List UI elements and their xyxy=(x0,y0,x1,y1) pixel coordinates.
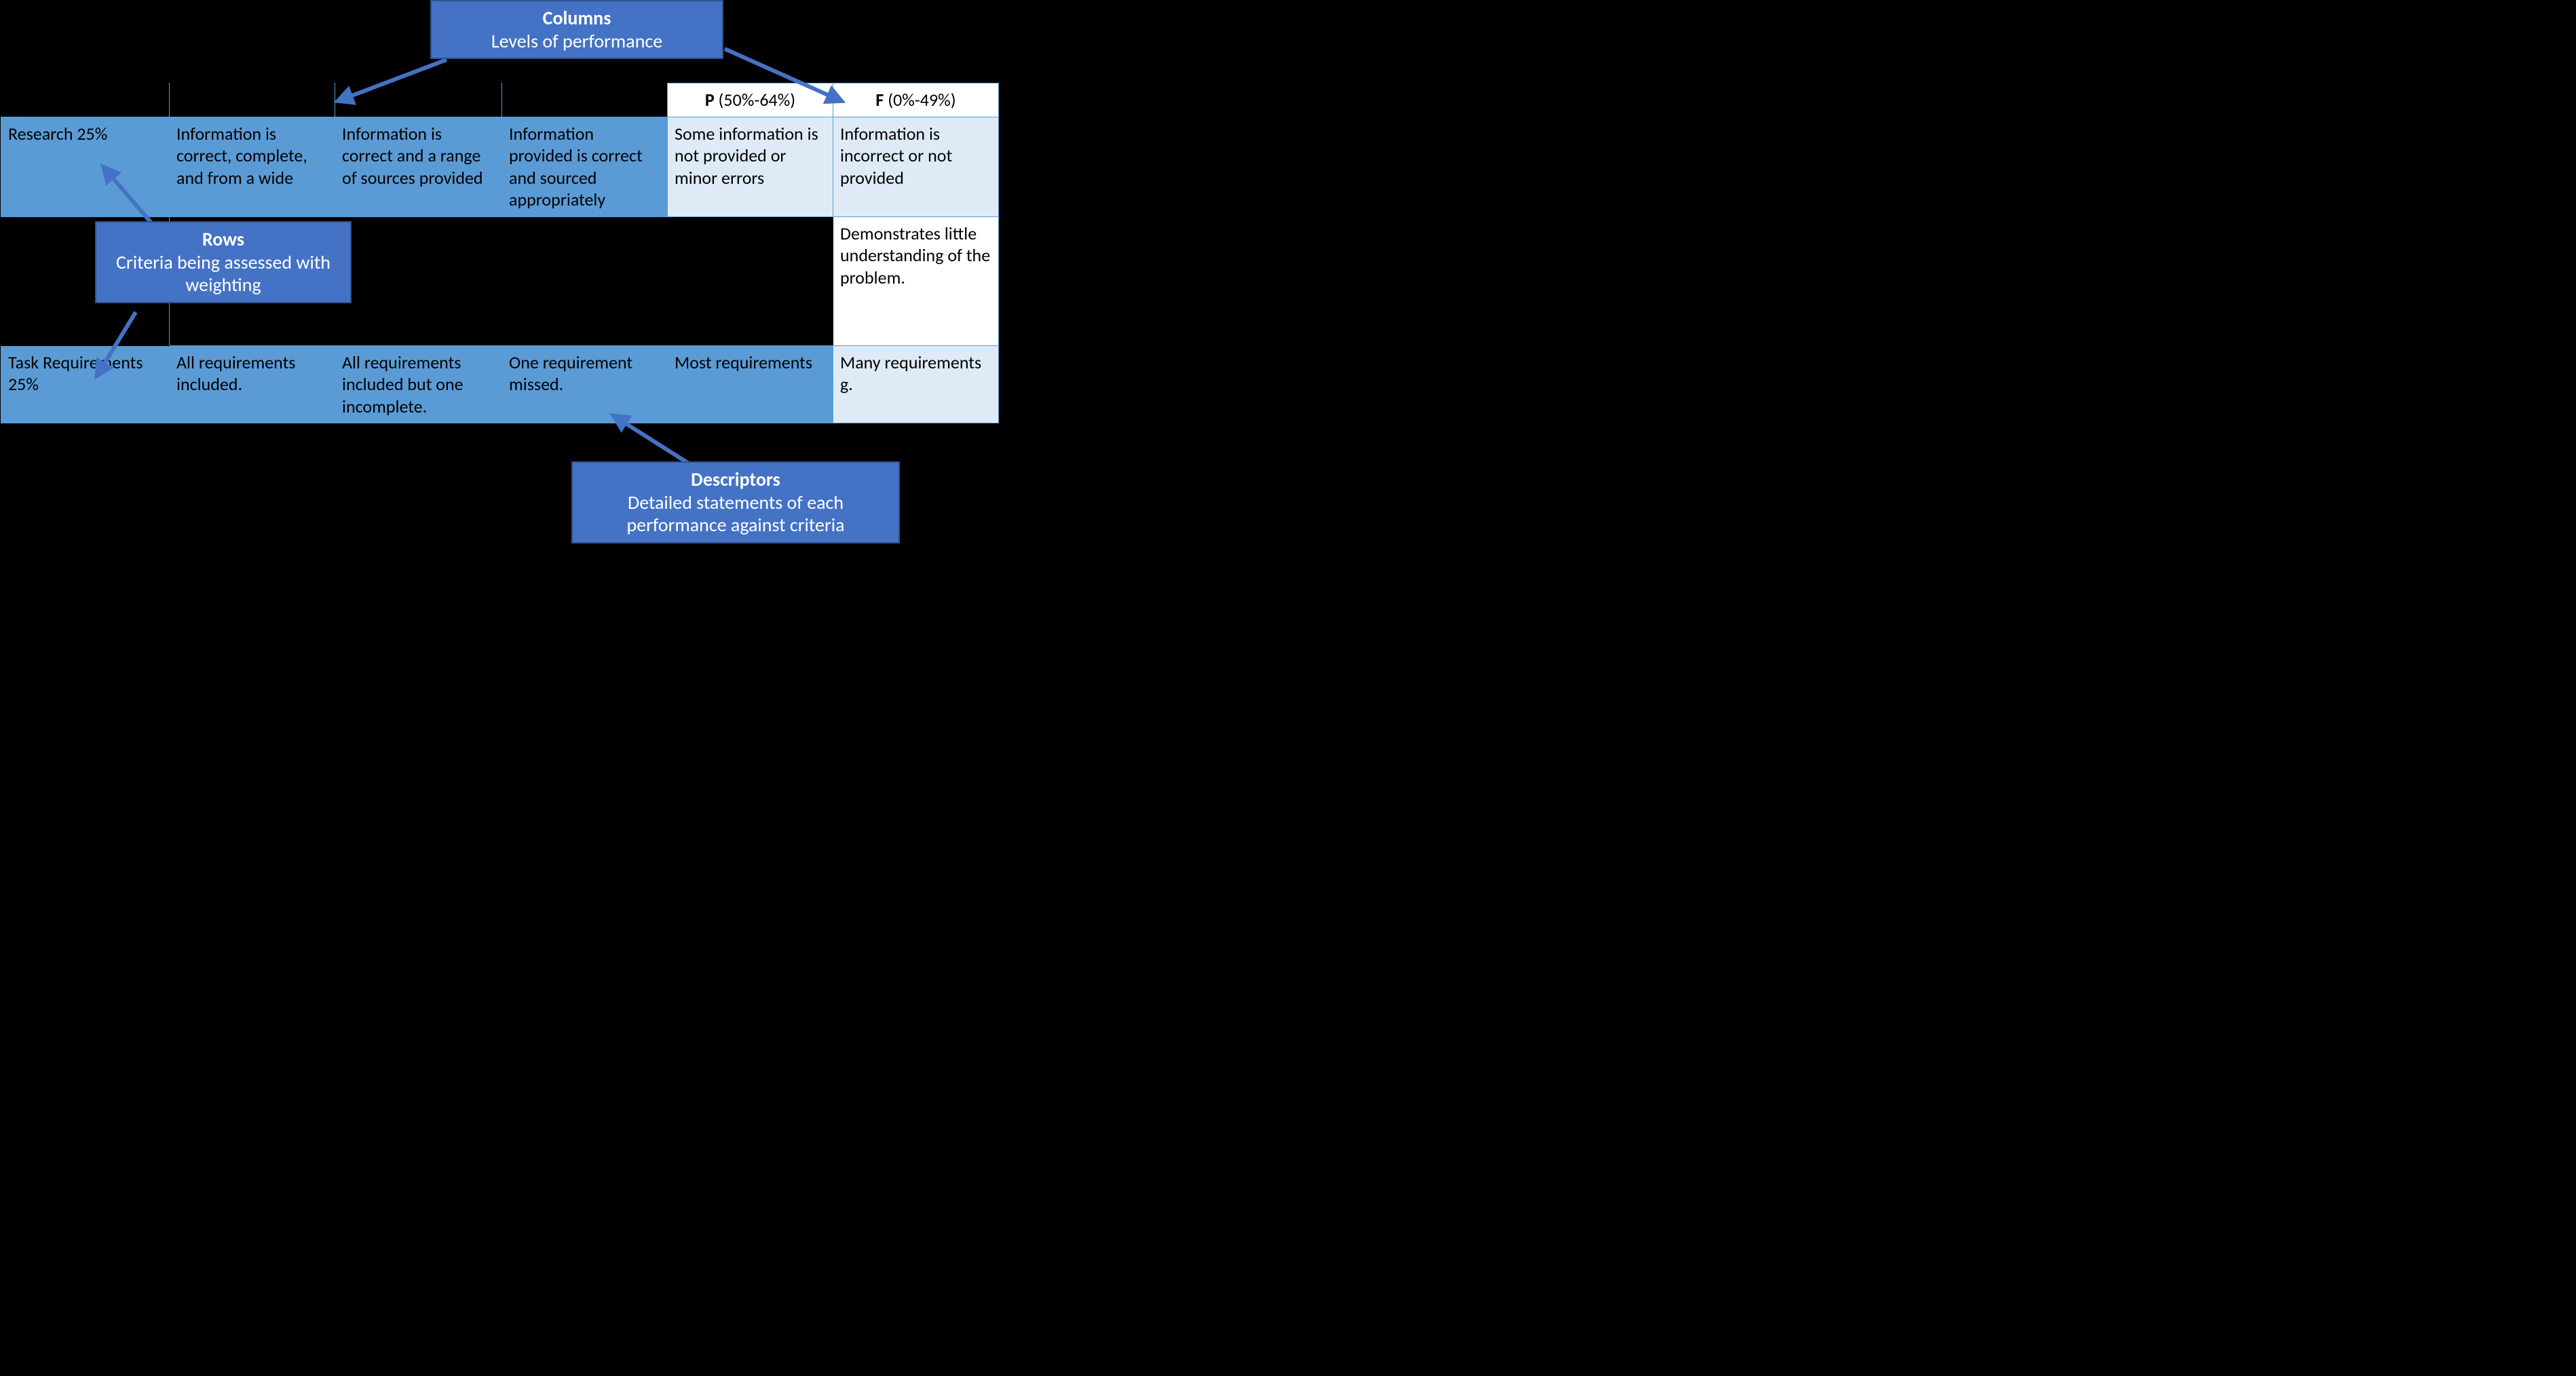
descriptor-cell: Information is incorrect or not provided xyxy=(833,117,999,216)
header-blank-2 xyxy=(335,83,502,117)
criteria-label: Research 25% xyxy=(1,117,170,216)
descriptor-cell: Some information is not provided or mino… xyxy=(668,117,833,216)
callout-subtitle: Detailed statements of each performance … xyxy=(586,491,885,537)
descriptor-cell: Information is correct and a range of so… xyxy=(335,117,502,216)
descriptor-cell: Most requirements xyxy=(668,345,833,423)
callout-columns: Columns Levels of performance xyxy=(430,0,723,59)
callout-subtitle: Levels of performance xyxy=(445,30,708,53)
callout-title: Rows xyxy=(110,228,337,251)
header-blank-3 xyxy=(502,83,668,117)
diagram-canvas: P (50%-64%) F (0%-49%) Research 25%Infor… xyxy=(0,0,1027,549)
callout-title: Columns xyxy=(445,7,708,30)
callout-subtitle: Criteria being assessed with weighting xyxy=(110,251,337,297)
header-blank-1 xyxy=(170,83,335,117)
callout-descriptors: Descriptors Detailed statements of each … xyxy=(571,461,900,543)
descriptor-cell xyxy=(668,216,833,345)
criteria-label: Task Requirements 25% xyxy=(1,345,170,423)
descriptor-cell xyxy=(335,216,502,345)
descriptor-cell: One requirement missed. xyxy=(502,345,668,423)
table-header-row: P (50%-64%) F (0%-49%) xyxy=(1,83,999,117)
descriptor-cell: Information provided is correct and sour… xyxy=(502,117,668,216)
descriptor-cell: All requirements included but one incomp… xyxy=(335,345,502,423)
descriptor-cell: Demonstrates little understanding of the… xyxy=(833,216,999,345)
header-grade-p: P (50%-64%) xyxy=(668,83,833,117)
table-row: Research 25%Information is correct, comp… xyxy=(1,117,999,216)
descriptor-cell: Many requirements g. xyxy=(833,345,999,423)
header-blank-0 xyxy=(1,83,170,117)
callout-rows: Rows Criteria being assessed with weight… xyxy=(95,221,352,303)
callout-title: Descriptors xyxy=(586,468,885,491)
descriptor-cell: Information is correct, complete, and fr… xyxy=(170,117,335,216)
descriptor-cell: All requirements included. xyxy=(170,345,335,423)
descriptor-cell xyxy=(502,216,668,345)
header-grade-f: F (0%-49%) xyxy=(833,83,999,117)
table-row: Task Requirements 25%All requirements in… xyxy=(1,345,999,423)
